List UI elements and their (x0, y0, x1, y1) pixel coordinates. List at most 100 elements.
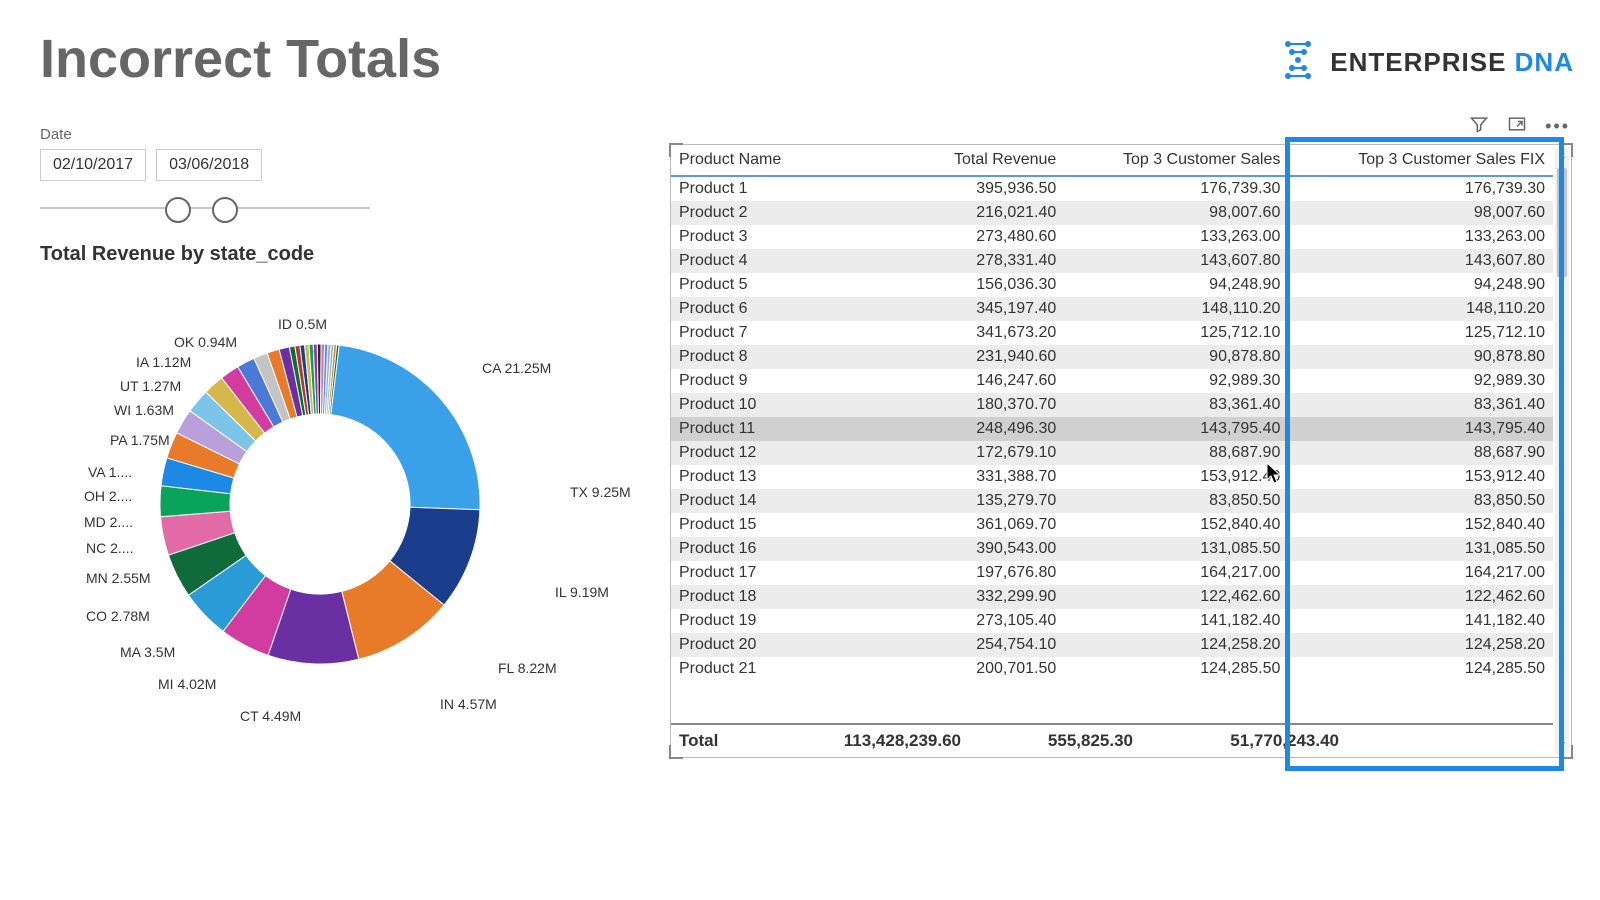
table-vertical-scrollbar[interactable]: ▲ ▼ (1555, 149, 1569, 753)
table-cell[interactable]: Product 1 (671, 176, 840, 201)
table-cell[interactable]: 143,607.80 (1288, 249, 1553, 273)
table-cell[interactable]: 231,940.60 (840, 345, 1064, 369)
table-cell[interactable]: 83,850.50 (1288, 489, 1553, 513)
table-cell[interactable]: Product 9 (671, 369, 840, 393)
table-cell[interactable]: 331,388.70 (840, 465, 1064, 489)
table-cell[interactable]: 345,197.40 (840, 297, 1064, 321)
table-cell[interactable]: 153,912.40 (1288, 465, 1553, 489)
table-cell[interactable]: 332,299.90 (840, 585, 1064, 609)
table-cell[interactable]: Product 7 (671, 321, 840, 345)
table-cell[interactable]: 143,795.40 (1064, 417, 1288, 441)
scroll-down-arrow[interactable]: ▼ (1555, 739, 1569, 753)
table-cell[interactable]: 143,607.80 (1064, 249, 1288, 273)
table-cell[interactable]: Product 8 (671, 345, 840, 369)
table-row[interactable]: Product 1395,936.50176,739.30176,739.30 (671, 176, 1553, 201)
donut-svg[interactable] (150, 334, 490, 674)
table-cell[interactable]: 92,989.30 (1064, 369, 1288, 393)
table-cell[interactable]: 131,085.50 (1064, 537, 1288, 561)
table-cell[interactable]: Product 6 (671, 297, 840, 321)
table-row[interactable]: Product 2216,021.4098,007.6098,007.60 (671, 201, 1553, 225)
scrollbar-thumb[interactable] (1557, 168, 1567, 277)
table-cell[interactable]: 164,217.00 (1064, 561, 1288, 585)
table-cell[interactable]: Product 21 (671, 657, 840, 681)
table-cell[interactable]: Product 19 (671, 609, 840, 633)
table-cell[interactable]: Product 12 (671, 441, 840, 465)
table-cell[interactable]: 180,370.70 (840, 393, 1064, 417)
table-cell[interactable]: 94,248.90 (1288, 273, 1553, 297)
table-cell[interactable]: 341,673.20 (840, 321, 1064, 345)
table-cell[interactable]: 176,739.30 (1288, 176, 1553, 201)
table-cell[interactable]: 83,850.50 (1064, 489, 1288, 513)
table-cell[interactable]: 135,279.70 (840, 489, 1064, 513)
table-row[interactable]: Product 19273,105.40141,182.40141,182.40 (671, 609, 1553, 633)
table-cell[interactable]: Product 2 (671, 201, 840, 225)
table-cell[interactable]: Product 3 (671, 225, 840, 249)
table-cell[interactable]: 172,679.10 (840, 441, 1064, 465)
table-cell[interactable]: 164,217.00 (1288, 561, 1553, 585)
table-column-header[interactable]: Product Name (671, 145, 840, 176)
table-cell[interactable]: 143,795.40 (1288, 417, 1553, 441)
table-row[interactable]: Product 17197,676.80164,217.00164,217.00 (671, 561, 1553, 585)
table-row[interactable]: Product 18332,299.90122,462.60122,462.60 (671, 585, 1553, 609)
filter-icon[interactable] (1469, 114, 1489, 139)
focus-mode-icon[interactable] (1507, 114, 1527, 139)
table-row[interactable]: Product 16390,543.00131,085.50131,085.50 (671, 537, 1553, 561)
table-cell[interactable]: 124,258.20 (1064, 633, 1288, 657)
scroll-up-arrow[interactable]: ▲ (1555, 149, 1569, 163)
table-row[interactable]: Product 21200,701.50124,285.50124,285.50 (671, 657, 1553, 681)
product-sales-table[interactable]: Product NameTotal RevenueTop 3 Customer … (671, 145, 1553, 681)
table-cell[interactable]: Product 5 (671, 273, 840, 297)
table-cell[interactable]: Product 13 (671, 465, 840, 489)
table-cell[interactable]: Product 10 (671, 393, 840, 417)
table-cell[interactable]: 148,110.20 (1064, 297, 1288, 321)
table-row[interactable]: Product 8231,940.6090,878.8090,878.80 (671, 345, 1553, 369)
table-cell[interactable]: Product 15 (671, 513, 840, 537)
revenue-donut-chart[interactable]: CA 21.25MTX 9.25MIL 9.19MFL 8.22MIN 4.57… (40, 284, 600, 754)
table-row[interactable]: Product 7341,673.20125,712.10125,712.10 (671, 321, 1553, 345)
table-cell[interactable]: 124,258.20 (1288, 633, 1553, 657)
table-cell[interactable]: 122,462.60 (1288, 585, 1553, 609)
table-cell[interactable]: 254,754.10 (840, 633, 1064, 657)
more-options-icon[interactable]: ••• (1545, 116, 1570, 137)
table-cell[interactable]: 90,878.80 (1288, 345, 1553, 369)
table-cell[interactable]: 146,247.60 (840, 369, 1064, 393)
table-column-header[interactable]: Total Revenue (840, 145, 1064, 176)
table-cell[interactable]: 176,739.30 (1064, 176, 1288, 201)
table-cell[interactable]: Product 16 (671, 537, 840, 561)
table-cell[interactable]: Product 14 (671, 489, 840, 513)
table-cell[interactable]: 125,712.10 (1288, 321, 1553, 345)
table-cell[interactable]: 361,069.70 (840, 513, 1064, 537)
table-cell[interactable]: 141,182.40 (1064, 609, 1288, 633)
table-row[interactable]: Product 9146,247.6092,989.3092,989.30 (671, 369, 1553, 393)
table-cell[interactable]: 122,462.60 (1064, 585, 1288, 609)
table-cell[interactable]: 273,105.40 (840, 609, 1064, 633)
table-cell[interactable]: Product 20 (671, 633, 840, 657)
table-row[interactable]: Product 12172,679.1088,687.9088,687.90 (671, 441, 1553, 465)
table-cell[interactable]: 152,840.40 (1288, 513, 1553, 537)
table-cell[interactable]: 92,989.30 (1288, 369, 1553, 393)
table-row[interactable]: Product 20254,754.10124,258.20124,258.20 (671, 633, 1553, 657)
date-from-input[interactable]: 02/10/2017 (40, 149, 146, 181)
table-cell[interactable]: 94,248.90 (1064, 273, 1288, 297)
table-cell[interactable]: 152,840.40 (1064, 513, 1288, 537)
table-row[interactable]: Product 10180,370.7083,361.4083,361.40 (671, 393, 1553, 417)
table-cell[interactable]: 156,036.30 (840, 273, 1064, 297)
table-cell[interactable]: Product 11 (671, 417, 840, 441)
table-cell[interactable]: 98,007.60 (1064, 201, 1288, 225)
table-row[interactable]: Product 11248,496.30143,795.40143,795.40 (671, 417, 1553, 441)
table-cell[interactable]: 88,687.90 (1064, 441, 1288, 465)
table-row[interactable]: Product 6345,197.40148,110.20148,110.20 (671, 297, 1553, 321)
donut-slice[interactable] (331, 345, 480, 510)
slider-handle-start[interactable] (165, 197, 191, 223)
table-cell[interactable]: 98,007.60 (1288, 201, 1553, 225)
table-cell[interactable]: Product 17 (671, 561, 840, 585)
table-row[interactable]: Product 5156,036.3094,248.9094,248.90 (671, 273, 1553, 297)
table-column-header[interactable]: Top 3 Customer Sales (1064, 145, 1288, 176)
table-cell[interactable]: 131,085.50 (1288, 537, 1553, 561)
table-row[interactable]: Product 14135,279.7083,850.5083,850.50 (671, 489, 1553, 513)
date-range-slider[interactable] (40, 193, 370, 223)
table-cell[interactable]: 197,676.80 (840, 561, 1064, 585)
date-to-input[interactable]: 03/06/2018 (156, 149, 262, 181)
table-cell[interactable]: Product 4 (671, 249, 840, 273)
table-cell[interactable]: 90,878.80 (1064, 345, 1288, 369)
